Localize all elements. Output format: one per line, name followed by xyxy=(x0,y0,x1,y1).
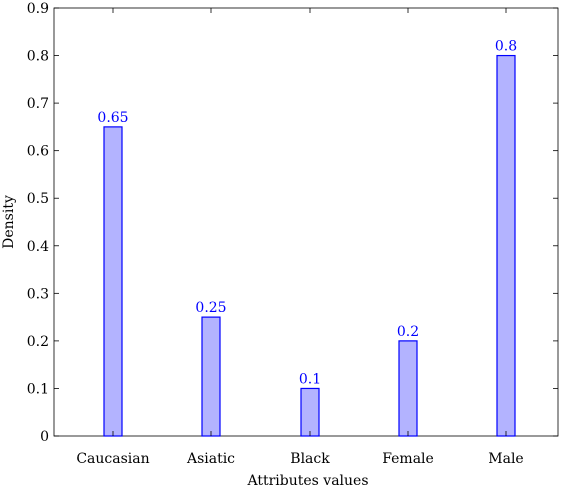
data-label: 0.25 xyxy=(195,300,226,316)
data-label: 0.2 xyxy=(397,324,419,340)
bar-male xyxy=(496,54,516,437)
x-axis: Caucasian Asiatic Black Female Male xyxy=(76,8,524,467)
y-axis-label: Density xyxy=(1,195,17,249)
y-tick-label: 0.9 xyxy=(27,1,49,17)
x-tick-label: Asiatic xyxy=(186,451,235,467)
data-label: 0.65 xyxy=(97,110,128,126)
x-tick-label: Male xyxy=(488,451,523,467)
y-tick-label: 0.2 xyxy=(27,334,49,350)
bar-caucasian xyxy=(103,126,123,437)
x-tick-label: Black xyxy=(290,451,330,467)
y-tick-label: 0 xyxy=(40,429,49,445)
y-tick-label: 0.3 xyxy=(27,286,49,302)
y-tick-label: 0.1 xyxy=(27,381,49,397)
y-tick-label: 0.8 xyxy=(27,49,49,65)
y-tick-label: 0.4 xyxy=(27,239,49,255)
x-tick-label: Female xyxy=(382,451,434,467)
y-tick-label: 0.7 xyxy=(27,96,49,112)
x-axis-label: Attributes values xyxy=(246,473,368,486)
bars-group: 0.65 0.25 0.1 0.2 0.8 xyxy=(97,39,517,437)
bar-female xyxy=(398,340,418,437)
y-axis: 0 0.1 0.2 0.3 0.4 0.5 0.6 0.7 0.8 0.9 xyxy=(27,1,558,445)
y-tick-label: 0.6 xyxy=(27,144,49,160)
data-label: 0.8 xyxy=(495,39,517,55)
bar-asiatic xyxy=(201,316,221,437)
bar-black xyxy=(300,387,320,437)
data-label: 0.1 xyxy=(299,371,321,387)
y-tick-label: 0.5 xyxy=(27,191,49,207)
x-tick-label: Caucasian xyxy=(76,451,149,467)
